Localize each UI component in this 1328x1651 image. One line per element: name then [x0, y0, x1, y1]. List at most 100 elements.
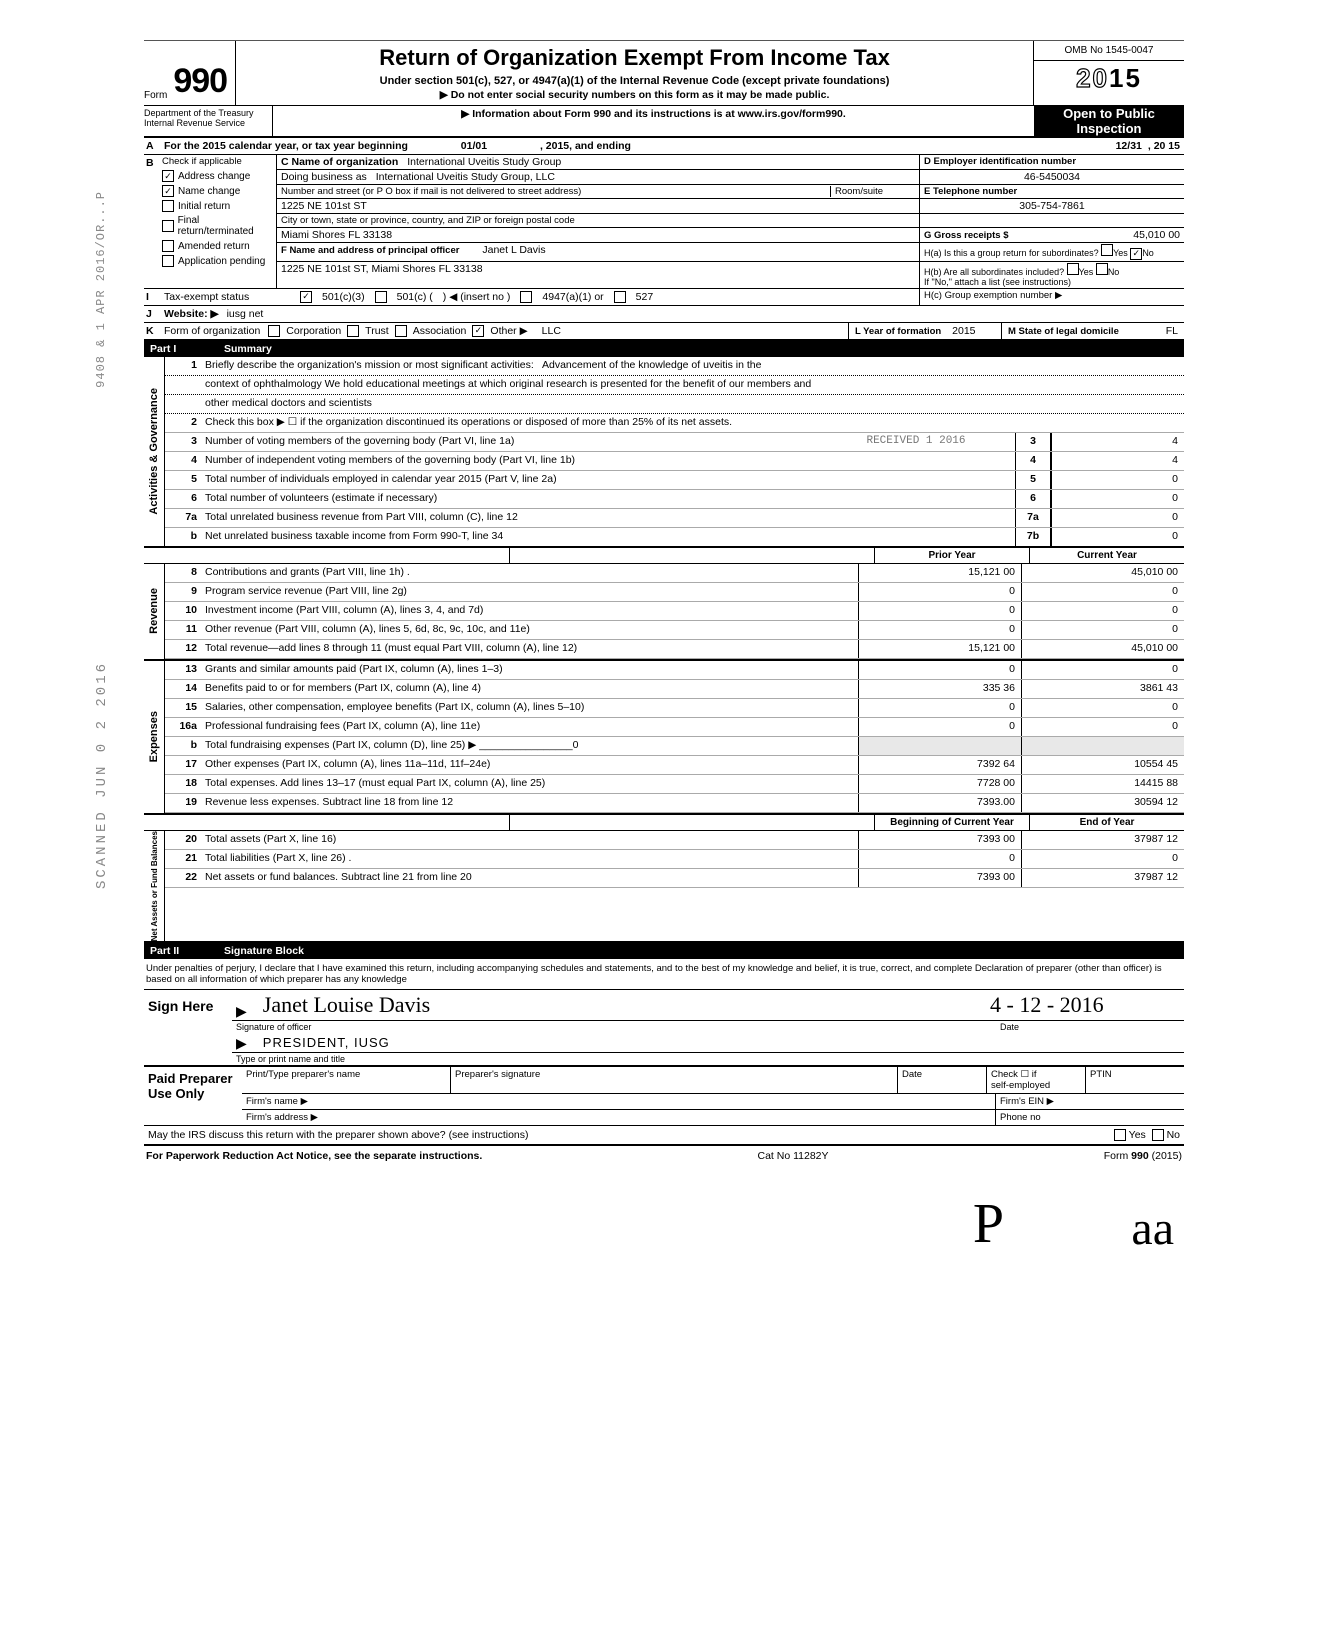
l-lbl: L Year of formation	[855, 326, 941, 337]
dba-val: International Uveitis Study Group, LLC	[376, 171, 555, 183]
hb-no-box[interactable]	[1096, 263, 1108, 275]
line-text: Total liabilities (Part X, line 26) .	[201, 850, 858, 868]
typed-name-line: ▶ PRESIDENT, IUSG	[232, 1033, 1184, 1053]
exp-row: 17Other expenses (Part IX, column (A), l…	[165, 756, 1184, 775]
line-num: 5	[165, 471, 201, 489]
a-mid: , 2015, and ending	[540, 140, 631, 152]
dba-lbl: Doing business as	[281, 171, 367, 183]
form-number: 990	[173, 62, 227, 101]
prior-val: 335 36	[858, 680, 1021, 698]
form-title: Return of Organization Exempt From Incom…	[244, 45, 1025, 71]
line-num: 10	[165, 602, 201, 620]
box-num: 3	[1015, 433, 1051, 451]
no-lbl: No	[1108, 267, 1120, 277]
chk-initial-return[interactable]: Initial return	[160, 199, 276, 214]
prior-val: 0	[858, 583, 1021, 601]
checkbox-icon	[162, 220, 174, 232]
k-other-box[interactable]: ✓	[472, 325, 484, 337]
line-text: Investment income (Part VIII, column (A)…	[201, 602, 858, 620]
may-yes-box[interactable]	[1114, 1129, 1126, 1141]
gov-row-6: 6Total number of volunteers (estimate if…	[165, 490, 1184, 509]
line-1: Briefly describe the organization's miss…	[201, 357, 1184, 375]
l-block: L Year of formation 2015	[848, 323, 1001, 339]
hb-yes-box[interactable]	[1067, 263, 1079, 275]
k-corp-box[interactable]	[268, 325, 280, 337]
prior-val: 15,121 00	[858, 564, 1021, 582]
chk-address-change[interactable]: ✓Address change	[160, 169, 276, 184]
box-val: 4	[1051, 433, 1184, 451]
part-i-title: Summary	[224, 343, 272, 355]
k-assoc-box[interactable]	[395, 325, 407, 337]
rev-row: 10Investment income (Part VIII, column (…	[165, 602, 1184, 621]
i-4947-box[interactable]	[520, 291, 532, 303]
line-text: Total unrelated business revenue from Pa…	[201, 509, 1015, 527]
arrow-icon: ▶	[236, 1035, 253, 1052]
na-row: 22Net assets or fund balances. Subtract …	[165, 869, 1184, 888]
ha-yes-box[interactable]	[1101, 244, 1113, 256]
prior-year-hdr: Prior Year	[874, 548, 1029, 563]
gov-row-7b: bNet unrelated business taxable income f…	[165, 528, 1184, 546]
foot-left: For Paperwork Reduction Act Notice, see …	[146, 1150, 482, 1162]
chk-application-pending[interactable]: Application pending	[160, 254, 276, 269]
c-name-lbl: C Name of organization	[281, 156, 398, 168]
firm-addr: Firm's address ▶	[242, 1110, 996, 1125]
line-num: 14	[165, 680, 201, 698]
gov-row-4: 4Number of independent voting members of…	[165, 452, 1184, 471]
i-527-box[interactable]	[614, 291, 626, 303]
chk-name-change[interactable]: ✓Name change	[160, 184, 276, 199]
k-trust-box[interactable]	[347, 325, 359, 337]
ha-no-box[interactable]: ✓	[1130, 248, 1142, 260]
i-501c3-box[interactable]: ✓	[300, 291, 312, 303]
part-ii-header: Part II Signature Block	[144, 943, 1184, 959]
prep-header-row: Print/Type preparer's name Preparer's si…	[242, 1067, 1184, 1094]
governance-section: Activities & Governance 1 Briefly descri…	[144, 357, 1184, 548]
b-header: Check if applicable	[160, 155, 276, 169]
opt-corp: Corporation	[286, 325, 341, 337]
line-num: 2	[165, 414, 201, 432]
line-text: Contributions and grants (Part VIII, lin…	[201, 564, 858, 582]
opt-501c: 501(c) (	[397, 291, 433, 303]
street-lbl: Number and street (or P O box if mail is…	[281, 186, 830, 197]
curr-val: 0	[1021, 621, 1184, 639]
line-num: 3	[165, 433, 201, 451]
chk-final-return[interactable]: Final return/terminated	[160, 214, 276, 239]
spacer	[919, 214, 1184, 227]
exp-row: 19Revenue less expenses. Subtract line 1…	[165, 794, 1184, 813]
a-end: 12/31	[1116, 140, 1142, 152]
expenses-tab: Expenses	[144, 661, 165, 813]
line-text: Salaries, other compensation, employee b…	[201, 699, 858, 717]
prior-val: 0	[858, 699, 1021, 717]
firm-phone: Phone no	[996, 1110, 1184, 1125]
preparer-table: Print/Type preparer's name Preparer's si…	[242, 1067, 1184, 1125]
prep-self-hdr: Check ☐ if self-employed	[987, 1067, 1086, 1093]
rev-row: 9Program service revenue (Part VIII, lin…	[165, 583, 1184, 602]
dept-row: Department of the Treasury Internal Reve…	[144, 106, 1184, 138]
dept-irs: Internal Revenue Service	[144, 118, 272, 128]
chk-label: Final return/terminated	[178, 215, 274, 237]
chk-label: Initial return	[178, 201, 230, 212]
rev-row: 8Contributions and grants (Part VIII, li…	[165, 564, 1184, 583]
curr-val	[1021, 737, 1184, 755]
line-num: 12	[165, 640, 201, 658]
a-pre: For the 2015 calendar year, or tax year …	[164, 140, 408, 152]
curr-val: 10554 45	[1021, 756, 1184, 774]
ha-block: H(a) Is this a group return for subordin…	[919, 243, 1184, 261]
i-501c-box[interactable]	[375, 291, 387, 303]
na-curr-hdr: End of Year	[1029, 815, 1184, 830]
year-bold: 15	[1109, 63, 1142, 93]
line-num: 13	[165, 661, 201, 679]
opt-insert: ) ◀ (insert no )	[443, 291, 511, 303]
may-no-box[interactable]	[1152, 1129, 1164, 1141]
tax-year: 2015	[1034, 61, 1184, 96]
c-name-block: C Name of organization International Uve…	[277, 155, 919, 169]
hc-block: H(c) Group exemption number ▶	[919, 289, 1184, 305]
current-year-hdr: Current Year	[1029, 548, 1184, 563]
prior-val: 0	[858, 718, 1021, 736]
footer-row: For Paperwork Reduction Act Notice, see …	[144, 1144, 1184, 1166]
m-lbl: M State of legal domicile	[1008, 326, 1119, 337]
line-num: 1	[165, 357, 201, 375]
exp-row: 18Total expenses. Add lines 13–17 (must …	[165, 775, 1184, 794]
chk-amended[interactable]: Amended return	[160, 239, 276, 254]
expenses-section: Expenses 13Grants and similar amounts pa…	[144, 661, 1184, 815]
firm-ein: Firm's EIN ▶	[996, 1094, 1184, 1109]
